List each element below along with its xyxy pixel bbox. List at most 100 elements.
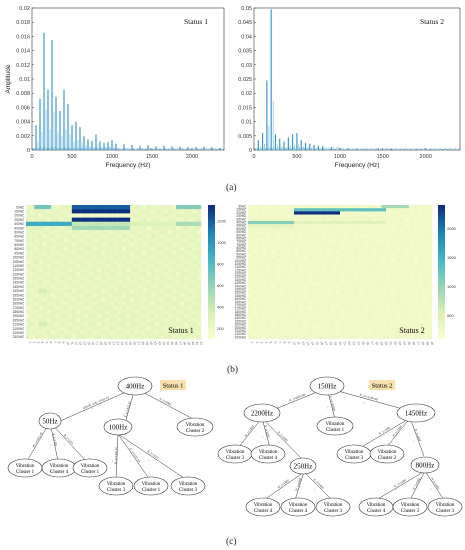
heatmap-cell: [307, 259, 313, 263]
heatmap-cell: [386, 291, 391, 295]
heatmap-cell: [427, 211, 433, 215]
heatmap-cell: [275, 230, 281, 234]
heatmap-cell: [381, 278, 387, 282]
heatmap-cell: [34, 234, 39, 239]
heatmap-cell: [427, 316, 433, 321]
heatmap-cell: [427, 310, 433, 314]
heatmap-cell: [142, 297, 148, 302]
heatmap-cell: [151, 205, 156, 210]
heatmap-cell: [159, 276, 164, 281]
heatmap-cell: [289, 313, 295, 317]
heatmap-cell: [261, 281, 267, 285]
heatmap-cell: [121, 318, 127, 323]
heatmap-cell: [184, 326, 189, 331]
heatmap-cell: [363, 224, 368, 228]
edge-condition: R_1<1190: [244, 424, 255, 437]
heatmap-cell: [151, 234, 156, 239]
heatmap-cell: [134, 221, 139, 227]
heatmap-cell: [317, 329, 322, 333]
heatmap-cell: [349, 211, 354, 215]
heatmap-cell: [390, 259, 396, 263]
heatmap-cell: [326, 335, 331, 340]
heatmap-cell: [418, 233, 423, 238]
colorbar-tick-label: 1000: [217, 240, 227, 245]
heatmap-cell: [422, 211, 428, 215]
heatmap-cell: [126, 209, 131, 214]
heatmap-cell: [130, 280, 135, 285]
heatmap-cell: [340, 265, 345, 270]
heatmap-cell: [92, 263, 98, 269]
heatmap-cell: [71, 326, 77, 331]
heatmap-cell: [298, 230, 304, 234]
heatmap-cell: [372, 284, 377, 289]
heatmap-cell: [349, 262, 354, 266]
heatmap-cell: [80, 313, 85, 319]
heatmap-cell: [340, 217, 345, 222]
heatmap-cell: [63, 309, 68, 315]
heatmap-cell: [349, 310, 354, 314]
heatmap-cell: [92, 305, 98, 310]
heatmap-cell: [317, 217, 322, 222]
heatmap-cell: [413, 217, 419, 222]
heatmap-cell: [252, 297, 258, 301]
heatmap-cell: [303, 287, 308, 292]
heatmap-cell: [284, 272, 290, 276]
heatmap-cell: [390, 224, 396, 228]
heatmap-cell: [335, 211, 341, 215]
heatmap-cell: [367, 233, 373, 238]
heatmap-cell: [126, 313, 131, 319]
column-label: 35: [407, 341, 412, 346]
heatmap-cell: [321, 297, 327, 301]
heatmap-cell: [155, 284, 160, 289]
heatmap-cell: [63, 263, 68, 269]
heatmap-cell: [30, 238, 35, 243]
heatmap-cell: [399, 297, 405, 301]
heatmap-cell: [275, 284, 281, 289]
heatmap-cell: [138, 272, 143, 277]
heatmap-cell: [372, 243, 377, 247]
heatmap-cell: [284, 316, 290, 321]
column-label: 39: [186, 341, 191, 346]
heatmap-cell: [167, 238, 173, 243]
row-label: 1950HZ: [235, 319, 246, 323]
heatmap-cell: [121, 242, 127, 248]
row-label: 1100HZ: [235, 265, 246, 269]
heatmap-cell: [155, 276, 160, 281]
heatmap-cell: [26, 251, 31, 256]
heatmap-cell: [261, 329, 267, 333]
edge-weight: —: [392, 434, 396, 438]
heatmap-cell: [34, 297, 39, 302]
heatmap-cell: [34, 213, 39, 218]
heatmap-cell: [46, 334, 52, 340]
heatmap-cell: [159, 242, 164, 248]
column-label: 17: [95, 341, 100, 346]
heatmap-cell: [404, 272, 410, 276]
tree2-leaf-cluster3c-label: Cluster 3: [324, 509, 343, 514]
heatmap-cell: [422, 287, 428, 292]
heatmap-cell: [38, 313, 43, 319]
heatmap-cell: [51, 251, 56, 256]
heatmap-cell: [80, 326, 85, 331]
heatmap-cell: [395, 294, 400, 298]
tree-edge: [424, 470, 445, 501]
heatmap-cell: [261, 265, 267, 270]
heatmap-cell: [126, 242, 131, 248]
heatmap-cell: [142, 288, 148, 294]
row-label: 950HZ: [14, 251, 24, 255]
heatmap-cell: [280, 287, 285, 292]
heatmap-cell: [126, 318, 131, 323]
heatmap-cell: [188, 301, 193, 306]
heatmap-cell: [46, 297, 52, 302]
heatmap-cell: [399, 268, 405, 273]
column-label: 7: [53, 341, 57, 344]
column-label: 37: [416, 341, 421, 346]
heatmap-cell: [303, 291, 308, 295]
column-label: 10: [292, 341, 297, 346]
heatmap-cell: [390, 208, 396, 212]
heatmap-cell: [330, 211, 336, 215]
heatmap-cell: [192, 225, 198, 231]
heatmap-cell: [409, 246, 414, 250]
row-label: 400HZ: [236, 221, 246, 225]
heatmap-cell: [84, 280, 89, 285]
heatmap-cell: [307, 329, 313, 333]
